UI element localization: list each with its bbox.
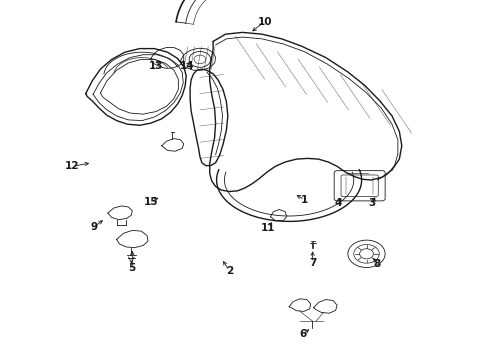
Text: 15: 15 [144,197,158,207]
Text: 5: 5 [129,263,136,273]
Text: 13: 13 [148,60,163,71]
Text: 11: 11 [261,222,276,233]
Text: 7: 7 [309,258,317,268]
Text: 10: 10 [257,17,272,27]
Text: 12: 12 [65,161,80,171]
Text: 8: 8 [374,258,381,269]
Text: 14: 14 [180,60,195,71]
Text: 4: 4 [334,198,342,208]
Text: 6: 6 [299,329,306,339]
Text: 9: 9 [91,222,98,232]
Text: 3: 3 [369,198,376,208]
Text: 2: 2 [226,266,233,276]
Text: 1: 1 [301,195,308,205]
